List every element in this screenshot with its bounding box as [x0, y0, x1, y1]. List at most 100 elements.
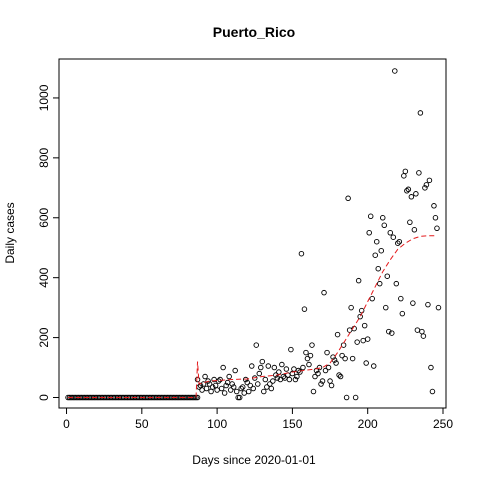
data-point	[398, 295, 404, 302]
data-point	[202, 373, 208, 380]
data-point	[297, 369, 303, 375]
data-point	[405, 186, 412, 193]
data-point	[203, 385, 210, 392]
data-point	[200, 381, 207, 387]
data-point	[229, 381, 235, 387]
data-point	[366, 229, 372, 236]
data-point	[378, 247, 385, 254]
x-tick-label: 100	[207, 417, 227, 431]
data-point	[271, 364, 278, 371]
data-point	[375, 265, 381, 272]
data-point	[422, 185, 428, 191]
data-point	[428, 364, 434, 371]
data-point	[319, 378, 326, 384]
data-point	[235, 394, 241, 401]
data-point	[358, 307, 365, 314]
data-point	[206, 381, 213, 387]
data-point	[208, 388, 214, 395]
data-point	[220, 364, 226, 371]
data-point	[373, 238, 380, 245]
data-point	[352, 394, 359, 401]
data-point	[301, 306, 308, 312]
data-point	[401, 173, 407, 179]
data-point	[417, 110, 424, 116]
data-point	[286, 376, 293, 383]
data-point	[223, 382, 229, 389]
data-point	[217, 376, 223, 383]
y-axis: 0 200 400 600 800 1000	[37, 84, 59, 401]
plot-frame	[58, 58, 447, 409]
data-point	[256, 370, 263, 377]
data-point	[435, 304, 442, 311]
data-point	[324, 349, 330, 356]
data-point	[346, 327, 353, 333]
data-point	[357, 313, 363, 320]
data-point	[328, 382, 335, 389]
data-point	[255, 381, 261, 387]
data-point	[339, 352, 345, 359]
data-point	[369, 295, 375, 302]
y-tick-label: 800	[37, 148, 51, 168]
data-point	[395, 240, 401, 246]
data-point	[334, 331, 341, 338]
data-point	[411, 227, 418, 233]
data-point	[345, 195, 351, 202]
data-point	[227, 387, 234, 393]
data-point	[194, 394, 201, 401]
data-point	[360, 337, 366, 344]
data-point	[423, 182, 430, 188]
data-point	[270, 378, 276, 384]
data-point	[413, 191, 419, 197]
data-point	[363, 360, 369, 366]
data-point	[233, 388, 240, 395]
data-point	[336, 372, 342, 378]
data-point	[274, 375, 281, 381]
data-point	[333, 360, 339, 366]
data-point	[370, 363, 377, 369]
data-point	[343, 394, 350, 401]
x-axis-label: Days since 2020-01-01	[192, 453, 316, 467]
data-point	[288, 346, 294, 353]
data-point	[340, 342, 347, 348]
data-point	[420, 333, 427, 339]
data-point	[389, 330, 395, 336]
data-point	[244, 379, 250, 386]
data-point	[300, 364, 306, 371]
data-point	[247, 382, 253, 389]
x-tick-label: 0	[63, 417, 70, 431]
data-point	[325, 364, 332, 371]
data-point	[322, 367, 329, 374]
data-point	[250, 385, 256, 392]
data-point	[425, 301, 431, 308]
x-tick-label: 150	[282, 417, 302, 431]
data-point	[404, 188, 410, 194]
data-point	[431, 203, 437, 209]
data-point	[261, 388, 267, 395]
data-point	[429, 388, 436, 395]
data-point	[410, 300, 416, 306]
data-point	[383, 304, 389, 311]
data-point	[310, 388, 317, 395]
data-point	[218, 385, 225, 392]
x-tick-label: 50	[135, 417, 149, 431]
data-point	[426, 177, 433, 184]
data-point	[232, 367, 238, 374]
data-point	[337, 373, 344, 380]
data-point	[318, 381, 324, 387]
data-point	[364, 336, 371, 342]
data-point	[241, 390, 247, 396]
data-point	[230, 384, 237, 390]
data-point	[387, 229, 394, 236]
data-point	[279, 361, 285, 368]
x-tick-label: 250	[433, 417, 453, 431]
data-point	[307, 352, 314, 359]
data-points	[65, 68, 442, 401]
data-point	[380, 215, 386, 221]
data-point	[294, 373, 300, 380]
data-point	[245, 388, 252, 395]
data-point	[194, 376, 201, 383]
data-point	[221, 390, 228, 396]
data-point	[419, 328, 425, 335]
data-point	[268, 385, 275, 392]
data-point	[205, 378, 211, 384]
